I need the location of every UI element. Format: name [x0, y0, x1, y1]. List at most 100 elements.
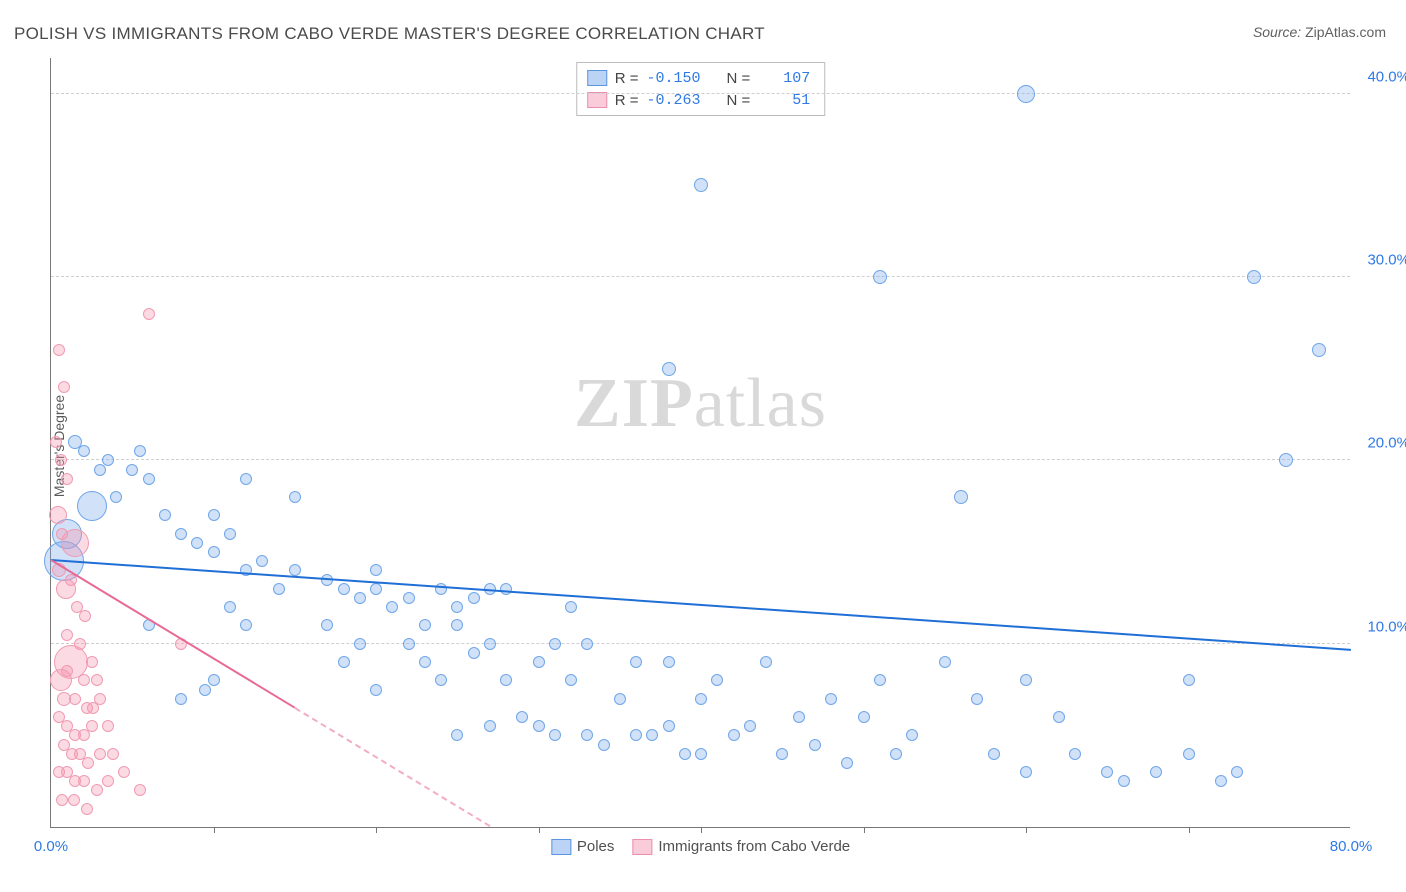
data-point-poles	[370, 583, 382, 595]
legend-n-label: N =	[727, 92, 751, 109]
legend-swatch-poles	[587, 70, 607, 86]
legend-swatch-cabo	[632, 839, 652, 855]
source-value: ZipAtlas.com	[1305, 24, 1386, 40]
legend-r-label: R =	[615, 92, 639, 109]
data-point-poles	[663, 720, 675, 732]
data-point-poles	[694, 178, 708, 192]
data-point-cabo	[102, 720, 114, 732]
data-point-poles	[744, 720, 756, 732]
x-axis-label: 80.0%	[1330, 838, 1373, 855]
data-point-poles	[873, 270, 887, 284]
data-point-poles	[354, 592, 366, 604]
data-point-poles	[1312, 343, 1326, 357]
data-point-poles	[646, 729, 658, 741]
source-label: Source:	[1253, 24, 1301, 40]
data-point-poles	[354, 638, 366, 650]
data-point-poles	[890, 748, 902, 760]
data-point-poles	[468, 592, 480, 604]
data-point-poles	[321, 619, 333, 631]
data-point-poles	[809, 739, 821, 751]
data-point-poles	[874, 674, 886, 686]
data-point-poles	[435, 583, 447, 595]
data-point-cabo	[86, 656, 98, 668]
data-point-poles	[224, 528, 236, 540]
data-point-poles	[728, 729, 740, 741]
data-point-poles	[102, 454, 114, 466]
data-point-cabo	[58, 381, 70, 393]
legend-label-poles: Poles	[577, 838, 615, 855]
data-point-poles	[988, 748, 1000, 760]
source-attribution: Source: ZipAtlas.com	[1253, 24, 1386, 40]
data-point-poles	[403, 592, 415, 604]
data-point-cabo	[61, 473, 73, 485]
data-point-poles	[598, 739, 610, 751]
data-point-poles	[451, 619, 463, 631]
data-point-poles	[939, 656, 951, 668]
gridline	[51, 643, 1350, 644]
data-point-poles	[679, 748, 691, 760]
data-point-poles	[549, 638, 561, 650]
watermark: ZIPatlas	[574, 364, 827, 444]
data-point-cabo	[143, 308, 155, 320]
data-point-poles	[1183, 748, 1195, 760]
data-point-cabo	[91, 674, 103, 686]
data-point-cabo	[81, 803, 93, 815]
scatter-plot: ZIPatlas R =-0.150N =107R =-0.263N =51 P…	[50, 58, 1350, 828]
data-point-cabo	[94, 748, 106, 760]
legend-r-value-poles: -0.150	[646, 70, 700, 87]
x-tick	[1026, 827, 1027, 833]
data-point-poles	[273, 583, 285, 595]
data-point-poles	[776, 748, 788, 760]
data-point-poles	[451, 729, 463, 741]
data-point-poles	[134, 445, 146, 457]
data-point-poles	[240, 473, 252, 485]
data-point-cabo	[61, 629, 73, 641]
data-point-poles	[208, 509, 220, 521]
data-point-poles	[1215, 775, 1227, 787]
data-point-poles	[614, 693, 626, 705]
data-point-poles	[663, 656, 675, 668]
data-point-poles	[110, 491, 122, 503]
legend-swatch-poles	[551, 839, 571, 855]
data-point-poles	[175, 528, 187, 540]
data-point-poles	[451, 601, 463, 613]
data-point-poles	[1020, 674, 1032, 686]
y-tick-label: 30.0%	[1355, 252, 1406, 269]
x-tick	[214, 827, 215, 833]
watermark-bold: ZIP	[574, 365, 694, 442]
data-point-poles	[289, 491, 301, 503]
data-point-poles	[695, 748, 707, 760]
data-point-poles	[500, 674, 512, 686]
data-point-cabo	[68, 794, 80, 806]
legend-n-label: N =	[727, 70, 751, 87]
x-axis-label: 0.0%	[34, 838, 68, 855]
data-point-poles	[419, 619, 431, 631]
data-point-poles	[760, 656, 772, 668]
data-point-poles	[565, 674, 577, 686]
data-point-poles	[126, 464, 138, 476]
data-point-cabo	[56, 579, 76, 599]
data-point-cabo	[69, 693, 81, 705]
data-point-cabo	[53, 344, 65, 356]
data-point-poles	[825, 693, 837, 705]
data-point-cabo	[94, 693, 106, 705]
data-point-poles	[841, 757, 853, 769]
legend-n-value-poles: 107	[758, 70, 810, 87]
data-point-cabo	[61, 665, 73, 677]
data-point-poles	[1020, 766, 1032, 778]
trendline-cabo	[50, 559, 295, 708]
data-point-poles	[1053, 711, 1065, 723]
data-point-poles	[435, 674, 447, 686]
data-point-poles	[1101, 766, 1113, 778]
data-point-poles	[338, 583, 350, 595]
data-point-poles	[370, 684, 382, 696]
legend-item-cabo: Immigrants from Cabo Verde	[632, 838, 850, 855]
data-point-poles	[370, 564, 382, 576]
data-point-poles	[1231, 766, 1243, 778]
x-tick	[1189, 827, 1190, 833]
x-tick	[539, 827, 540, 833]
data-point-poles	[191, 537, 203, 549]
data-point-poles	[711, 674, 723, 686]
data-point-poles	[386, 601, 398, 613]
data-point-poles	[240, 619, 252, 631]
